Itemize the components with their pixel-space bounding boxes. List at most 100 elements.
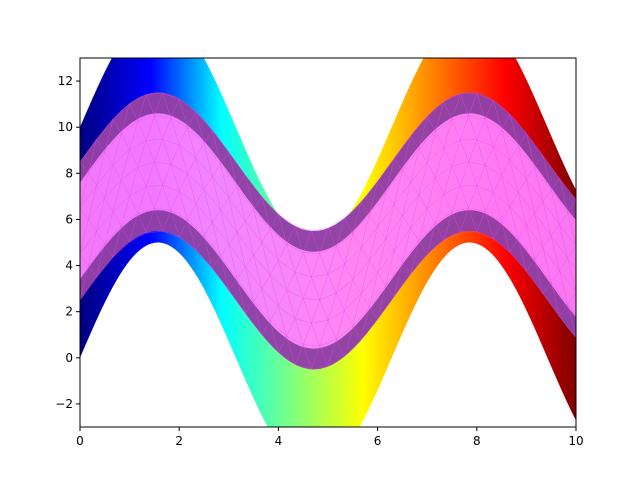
mesh-edge <box>195 249 213 269</box>
mesh-edge <box>327 356 345 367</box>
mesh-edge <box>104 151 114 166</box>
mesh-edge <box>410 194 420 229</box>
mesh-edge <box>311 230 320 254</box>
mesh-edge <box>88 243 105 266</box>
mesh-edge <box>228 278 238 291</box>
mesh-edge <box>179 144 196 159</box>
mesh-edge <box>369 192 387 216</box>
mesh-edge <box>476 139 494 147</box>
mesh-edge <box>145 208 155 233</box>
mesh-edge <box>178 191 188 220</box>
mesh-edge <box>195 143 205 159</box>
mesh-edge <box>253 288 263 302</box>
mesh-edge <box>187 111 196 128</box>
mesh-edge <box>228 151 246 176</box>
mesh-edge <box>294 364 312 370</box>
mesh-edge <box>286 289 304 299</box>
mesh-edge <box>137 121 147 141</box>
mesh-edge <box>426 223 436 255</box>
mesh-edge <box>352 293 362 326</box>
mesh-edge <box>253 255 263 289</box>
mesh-edge <box>80 185 97 209</box>
mesh-edge <box>294 271 312 278</box>
mesh-edge <box>534 201 544 214</box>
mesh-edge <box>427 193 444 209</box>
mesh-edge <box>476 93 494 101</box>
mesh-edge <box>146 184 163 188</box>
mesh-edge <box>493 146 502 176</box>
mesh-edge <box>360 307 370 341</box>
mesh-edge <box>360 273 378 295</box>
mesh-edge <box>80 173 89 208</box>
mesh-edge <box>253 208 271 230</box>
mesh-edge <box>88 185 97 220</box>
mesh-edge <box>294 318 312 324</box>
mesh-edge <box>377 158 395 182</box>
mesh-edge <box>319 292 337 300</box>
mesh-edge <box>402 148 420 171</box>
mesh-edge <box>468 115 486 120</box>
mesh-edge <box>121 121 139 134</box>
mesh-edge <box>187 127 205 144</box>
mesh-edge <box>418 240 428 255</box>
mesh-edge <box>385 192 395 205</box>
mesh-edge <box>377 180 387 194</box>
mesh-edge <box>336 246 345 265</box>
mesh-edge <box>121 149 130 180</box>
mesh-edge <box>112 164 122 180</box>
mesh-edge <box>336 264 345 294</box>
mesh-edge <box>129 186 147 197</box>
mesh-edge <box>129 149 139 168</box>
mesh-edge <box>278 214 287 245</box>
mesh-edge <box>327 274 337 294</box>
mesh-edge <box>550 189 568 213</box>
mesh-edge <box>121 225 130 243</box>
mesh-edge <box>369 227 378 262</box>
mesh-edge <box>393 181 411 205</box>
mesh-edge <box>212 176 229 199</box>
mesh-edge <box>426 116 436 132</box>
inner-band-dark-top <box>80 92 576 252</box>
mesh-edge <box>286 243 296 273</box>
mesh-edge <box>187 157 196 174</box>
mesh-edge <box>344 201 362 219</box>
mesh-edge <box>145 186 155 209</box>
mesh-edge <box>162 185 172 211</box>
mesh-edge <box>261 288 271 322</box>
mesh-edge <box>261 196 279 215</box>
mesh-edge <box>278 213 296 227</box>
mesh-edge <box>88 173 97 186</box>
mesh-edge <box>451 161 469 167</box>
mesh-edge <box>286 290 296 319</box>
mesh-edge <box>501 129 519 147</box>
mesh-edge <box>567 212 576 223</box>
mesh-edge <box>212 130 221 164</box>
mesh-edge <box>212 255 221 269</box>
mesh-edge <box>245 301 254 314</box>
mesh-edge <box>137 186 147 214</box>
mesh-edge <box>501 221 519 239</box>
mesh-edge <box>178 98 188 128</box>
inner-mesh-series <box>80 92 576 370</box>
mesh-edge <box>468 207 486 212</box>
mesh-edge <box>418 116 428 149</box>
mesh-edge <box>542 155 560 179</box>
mesh-edge <box>501 114 511 130</box>
mesh-edge <box>468 115 478 140</box>
mesh-edge <box>228 244 246 268</box>
mesh-edge <box>418 148 428 163</box>
mesh-edge <box>269 214 279 230</box>
mesh-edge <box>302 276 312 299</box>
mesh-edge <box>385 262 403 286</box>
mesh-edge <box>220 163 238 187</box>
mesh-edge <box>443 139 461 149</box>
mesh-edge <box>344 233 354 265</box>
mesh-edge <box>542 236 552 248</box>
inner-mesh-lines <box>80 92 576 370</box>
mesh-edge <box>476 118 486 140</box>
mesh-edge <box>170 117 180 146</box>
mesh-edge <box>212 222 229 245</box>
mesh-edge <box>170 191 180 211</box>
mesh-edge <box>203 130 213 144</box>
mesh-edge <box>393 204 403 217</box>
